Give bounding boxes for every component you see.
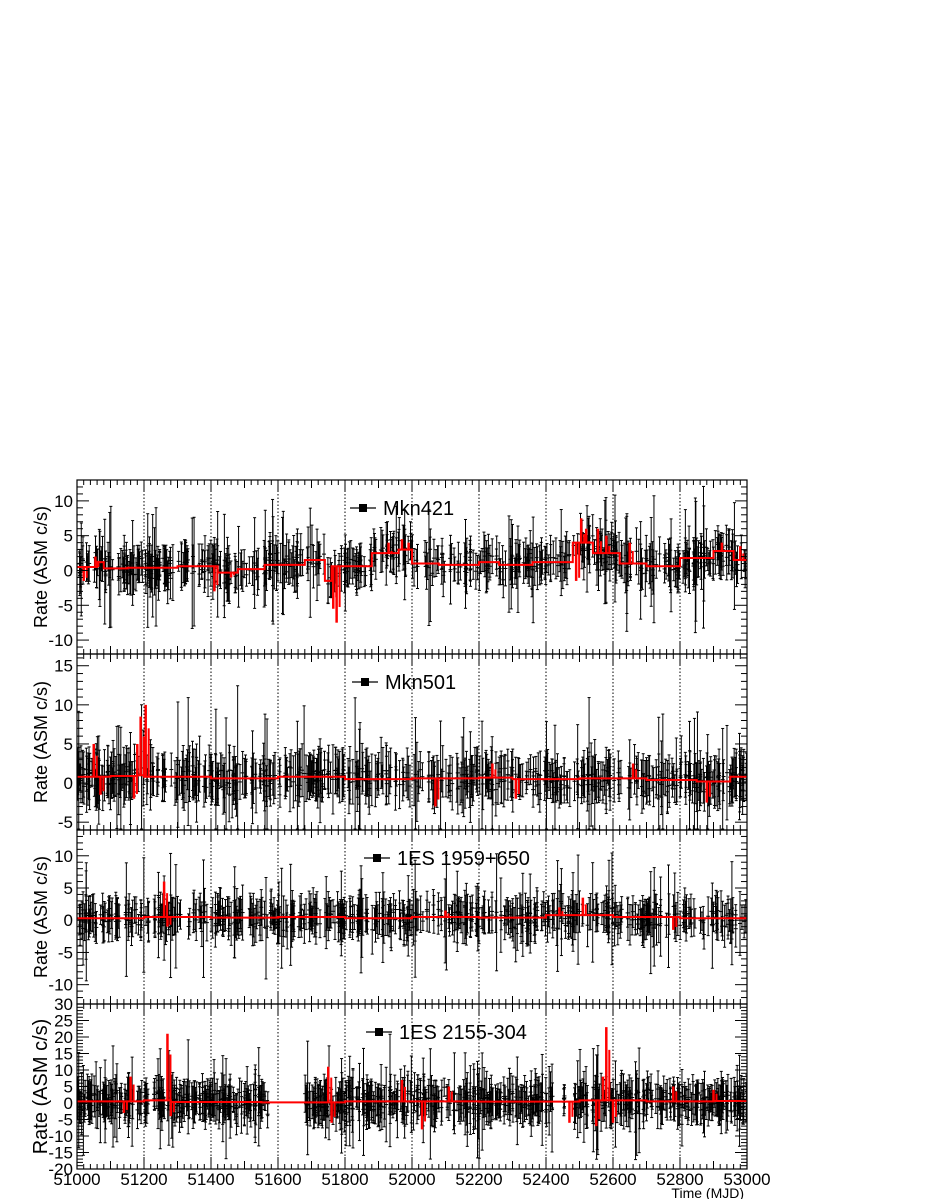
plot-area (77, 654, 747, 830)
legend: Mkn421 (350, 498, 454, 520)
legend-marker (359, 504, 367, 512)
data-points (77, 485, 747, 634)
y-tick-label: -5 (58, 596, 73, 615)
y-tick-label: 0 (64, 561, 73, 580)
y-tick-label: 10 (54, 492, 73, 511)
y-axis-label: Rate (ASM c/s) (31, 506, 51, 628)
plot-area (77, 480, 747, 654)
y-tick-label: 5 (64, 527, 73, 546)
legend-label: Mkn421 (383, 498, 454, 520)
y-tick-label: -10 (48, 631, 73, 650)
